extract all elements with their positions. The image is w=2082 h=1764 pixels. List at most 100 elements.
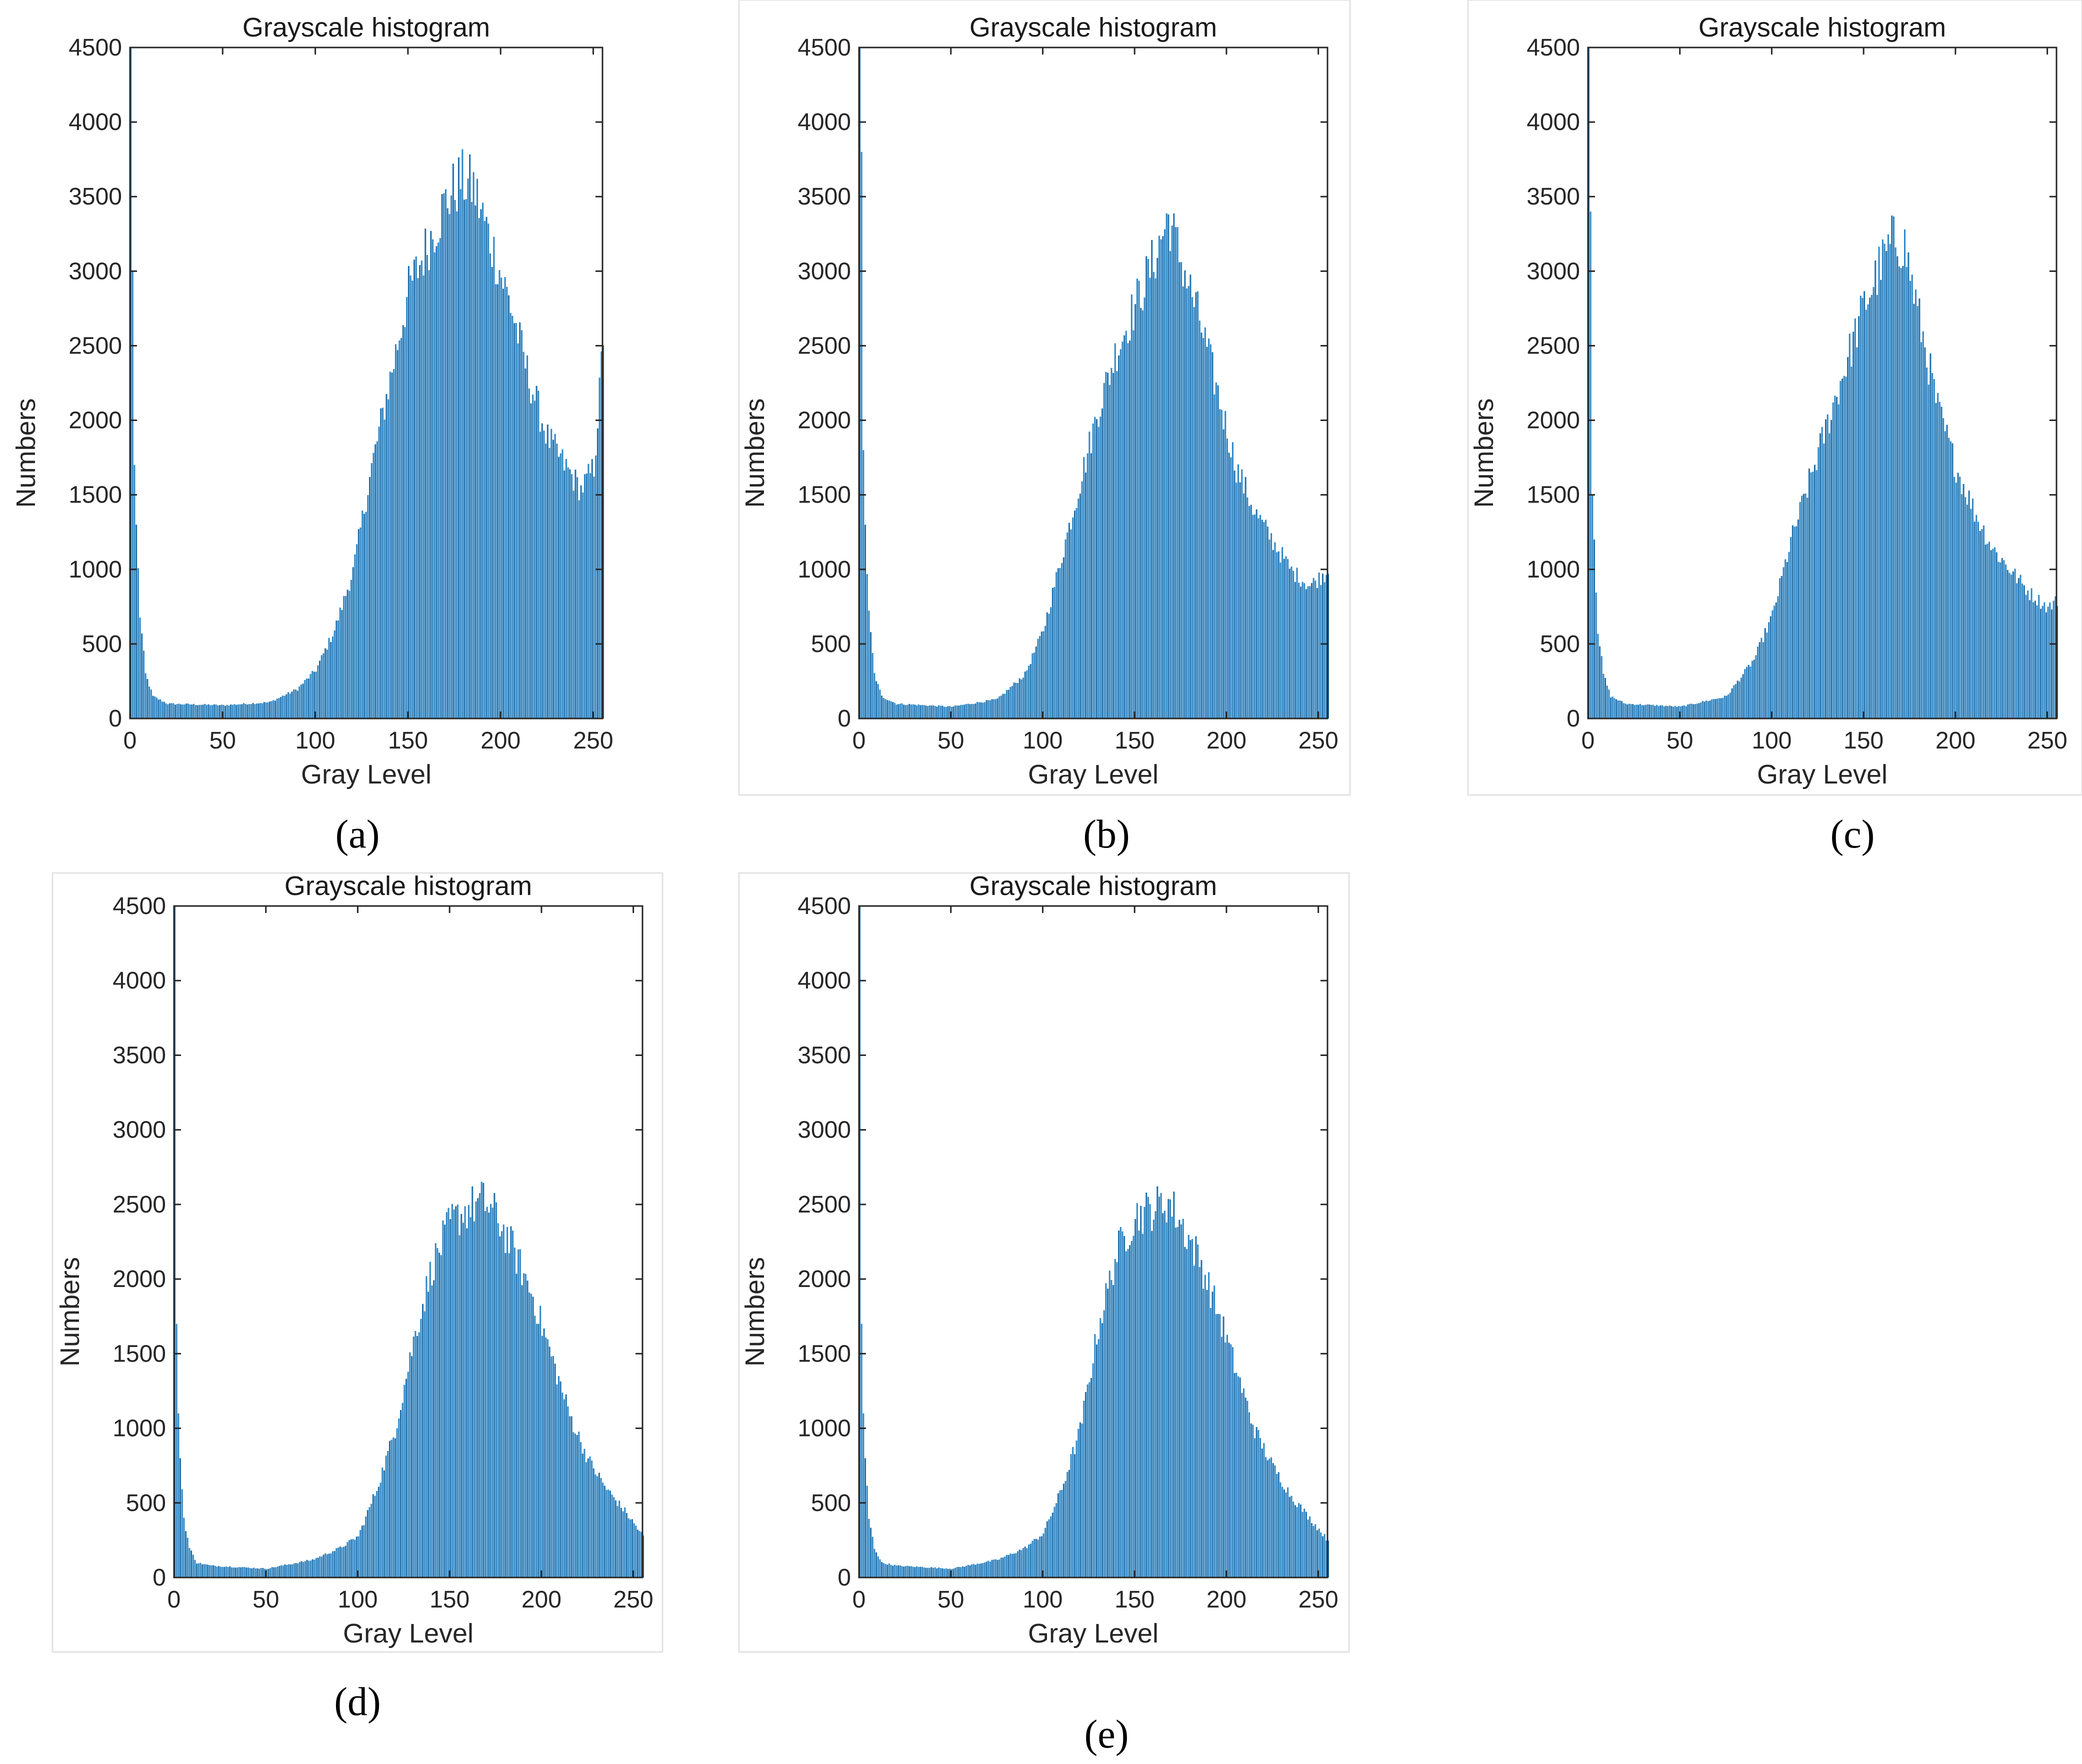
histogram-bar — [980, 1563, 982, 1578]
histogram-bar — [497, 1223, 499, 1578]
histogram-bar — [356, 544, 358, 718]
histogram-bar — [1035, 646, 1037, 718]
histogram-bar — [346, 590, 348, 718]
histogram-bar — [304, 680, 306, 718]
histogram-bar — [230, 1567, 232, 1578]
y-tick-label: 3500 — [798, 184, 851, 210]
histogram-bar — [903, 704, 905, 718]
histogram-bar — [614, 1500, 616, 1578]
histogram-bar — [282, 1566, 284, 1578]
chart-title: Grayscale histogram — [1698, 12, 1946, 42]
histogram-bar — [1957, 472, 1959, 718]
histogram-bar — [1753, 660, 1755, 718]
histogram-bar — [1983, 525, 1985, 718]
histogram-bar — [372, 452, 374, 718]
histogram-bar — [1891, 216, 1893, 718]
histogram-bar — [1724, 696, 1726, 718]
histogram-bar — [1220, 1336, 1222, 1578]
histogram-bar — [501, 1231, 503, 1578]
histogram-bar — [2049, 602, 2051, 718]
histogram-bar — [2006, 570, 2008, 718]
histogram-bar — [1002, 1558, 1004, 1578]
x-tick-label: 250 — [573, 728, 613, 754]
histogram-bar — [319, 660, 321, 718]
histogram-bar — [864, 524, 866, 718]
histogram-bar — [914, 704, 916, 718]
histogram-bar — [1028, 666, 1030, 718]
histogram-bar — [1595, 592, 1597, 718]
histogram-bar — [1638, 704, 1640, 718]
histogram-bar — [1287, 1487, 1289, 1578]
histogram-bar — [388, 399, 390, 718]
histogram-bar — [932, 705, 934, 718]
histogram-bar — [1088, 432, 1090, 718]
histogram-bar — [872, 653, 874, 718]
histogram-bars — [859, 906, 1329, 1578]
histogram-bar — [1926, 368, 1928, 718]
histogram-bar — [218, 705, 220, 718]
y-tick-label: 1500 — [798, 482, 851, 508]
histogram-bar — [947, 1568, 949, 1578]
histogram-bar — [1874, 260, 1876, 718]
histogram-bar — [1219, 409, 1221, 718]
histogram-bars — [130, 48, 604, 719]
histogram-bar — [582, 1454, 584, 1578]
histogram-bar — [565, 1394, 567, 1578]
histogram-bar — [1802, 494, 1804, 718]
histogram-bar — [256, 703, 258, 718]
histogram-bar — [1808, 468, 1810, 718]
histogram-bar — [916, 1566, 918, 1578]
histogram-bar — [530, 403, 532, 718]
histogram-bar — [602, 1482, 604, 1578]
histogram-bar — [1102, 1323, 1104, 1578]
x-axis-label: Gray Level — [1028, 1618, 1158, 1648]
histogram-bar — [1302, 1512, 1304, 1578]
histogram-bar — [214, 1566, 216, 1578]
histogram-bar — [1222, 429, 1224, 718]
histogram-bar — [574, 470, 576, 718]
histogram-bar — [1979, 530, 1981, 718]
histogram-bar — [1812, 472, 1814, 718]
histogram-bar — [899, 1565, 901, 1578]
histogram-bar — [538, 1324, 540, 1578]
histogram-bar — [412, 1336, 414, 1578]
histogram-bar — [1280, 562, 1282, 718]
histogram-bar — [1748, 664, 1750, 718]
histogram-bar — [2012, 572, 2014, 718]
histogram-bar — [1083, 457, 1085, 718]
y-tick-label: 1500 — [112, 1340, 166, 1367]
histogram-bar — [925, 1568, 927, 1578]
histogram-bar — [482, 202, 484, 718]
histogram-bar — [1280, 1482, 1282, 1578]
histogram-bar — [1151, 240, 1153, 718]
histogram-bar — [518, 1249, 520, 1578]
histogram-bar — [1296, 568, 1298, 718]
histogram-bar — [994, 1559, 996, 1578]
histogram-bar — [465, 199, 467, 719]
histogram-bar — [950, 1569, 952, 1578]
histogram-bar — [1650, 704, 1652, 718]
histogram-bar — [1112, 372, 1114, 718]
histogram-bar — [1127, 343, 1129, 718]
x-tick-label: 200 — [522, 1586, 562, 1613]
histogram-bar — [504, 1252, 506, 1578]
histogram-bar — [1006, 690, 1008, 718]
histogram-bar — [592, 1468, 594, 1578]
histogram-bar — [2022, 584, 2024, 718]
histogram-bar — [1755, 655, 1757, 718]
histogram-bar — [1684, 705, 1686, 718]
histogram-bar — [633, 1523, 635, 1578]
histogram-bar — [1197, 1244, 1199, 1578]
histogram-bar — [901, 1566, 903, 1578]
histogram-bar — [1606, 686, 1608, 718]
histogram-bar — [1108, 1270, 1110, 1578]
histogram-bar — [489, 253, 491, 718]
histogram-bar — [1274, 542, 1276, 718]
histogram-bar — [1670, 706, 1672, 718]
histogram-bar — [949, 706, 951, 718]
histogram-bar — [1252, 1424, 1254, 1578]
histogram-bar — [1164, 229, 1166, 719]
histogram-bar — [1636, 704, 1638, 718]
histogram-bar — [1594, 540, 1596, 718]
histogram-bar — [1237, 464, 1239, 718]
